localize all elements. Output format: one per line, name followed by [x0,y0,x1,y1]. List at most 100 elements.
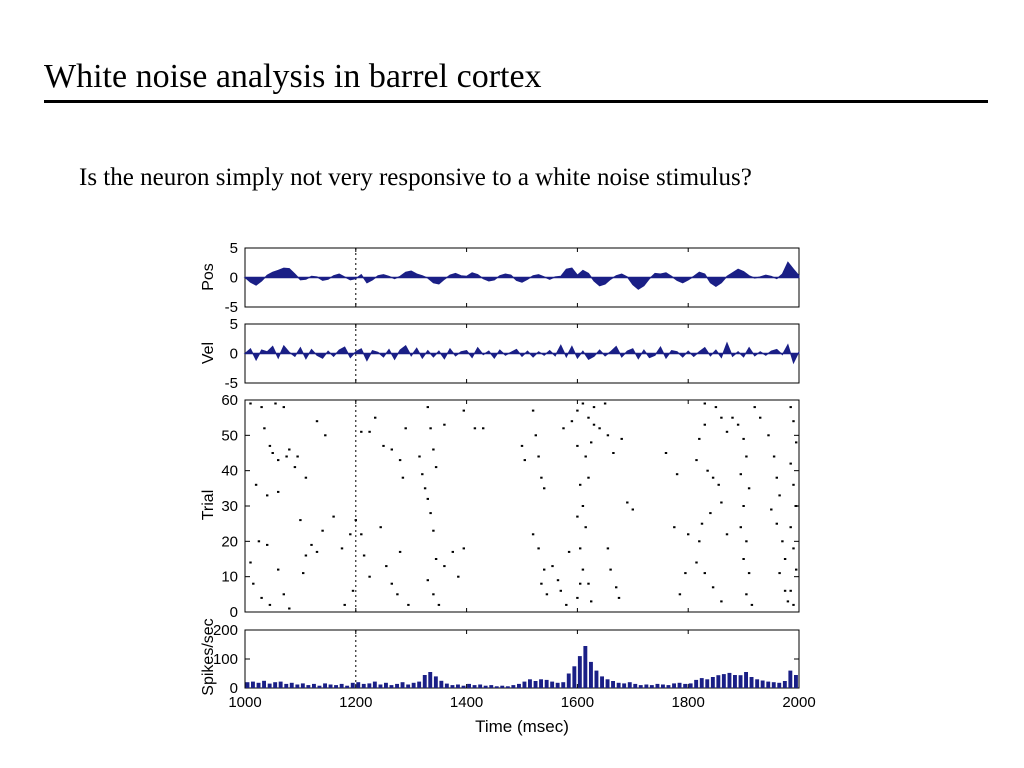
raster-spike [592,406,596,409]
raster-spike [587,476,590,479]
psth-bar [705,679,710,688]
raster-spike [615,586,618,589]
raster-spike [720,416,723,419]
raster-spike [703,572,706,575]
psth-bar [461,685,466,688]
psth-bar [616,682,621,688]
raster-spike [332,515,335,518]
psth-bar [733,675,737,688]
panel-vel-ytick-label: 5 [230,316,238,333]
panel-pos-ytick-label: -5 [225,299,238,316]
psth-bar [655,683,660,688]
raster-spike [282,593,285,596]
psth-bar [472,685,477,688]
raster-spike [783,589,787,592]
psth-bar [771,682,776,688]
raster-spike [551,565,554,568]
raster-spike [268,603,272,606]
psth-bar [605,679,610,688]
raster-spike [401,476,405,479]
raster-spike [720,501,723,504]
raster-spike [299,519,302,522]
psth-bar [334,685,338,688]
psth-bar [683,683,688,688]
panel-vel-ylabel: Vel [200,342,217,364]
panel-pos-area [243,261,800,290]
raster-spike [418,455,421,458]
raster-spike [717,483,720,486]
psth-bar [555,682,560,688]
psth-bar [583,646,588,688]
raster-spike [324,434,327,437]
raster-spike [775,522,778,525]
raster-spike [545,593,549,596]
raster-spike [753,406,756,409]
psth-bar [766,681,771,688]
psth-bar [649,685,654,688]
raster-spike [592,423,596,426]
psth-bar [782,681,787,688]
raster-spike [742,558,745,560]
raster-spike [792,420,795,423]
psth-bar [522,681,527,688]
psth-bar [306,685,311,688]
raster-spike [293,466,297,469]
raster-spike [432,529,435,532]
psth-bar [511,685,516,688]
raster-spike [537,547,540,550]
slide-title: White noise analysis in barrel cortex [44,58,542,95]
psth-bar [505,686,510,688]
raster-spike [759,416,762,419]
raster-spike [570,420,574,423]
raster-spike [576,515,579,518]
raster-spike [603,402,607,405]
psth-bar [406,684,411,688]
psth-bar [378,684,383,688]
panel-trial-ytick-label: 30 [221,498,238,515]
psth-bar [517,683,521,688]
raster-spike [304,554,308,557]
psth-bar [738,675,743,688]
raster-spike [390,582,393,585]
raster-spike [700,522,704,525]
raster-spike [698,540,701,543]
psth-bar [755,679,760,688]
raster-spike [263,427,266,430]
raster-spike [745,593,748,596]
raster-spike [579,582,582,585]
psth-bar [289,682,294,688]
raster-spike [725,533,729,536]
raster-spike [792,547,795,550]
raster-spike [368,430,371,433]
raster-spike [540,582,543,585]
psth-bar [312,683,316,688]
raster-spike [360,430,363,433]
raster-spike [421,473,424,476]
raster-spike [254,483,258,486]
raster-spike [684,572,687,575]
psth-bar [777,682,782,688]
psth-bar [744,672,748,688]
panel-trial-ytick-label: 0 [230,604,238,621]
psth-bar [627,682,632,688]
raster-spike [711,476,715,479]
raster-spike [559,589,562,592]
panel-pos-ytick-label: 5 [230,240,238,257]
raster-spike [531,533,535,536]
raster-spike [725,430,729,433]
raster-spike [432,448,435,451]
psth-bar [666,685,671,688]
raster-spike [302,572,305,575]
raster-spike [711,586,715,589]
raster-spike [534,434,537,437]
raster-spike [443,423,446,426]
raster-spike [360,533,363,536]
psth-bar [539,679,543,688]
psth-bar [400,682,405,688]
raster-spike [462,547,465,550]
psth-bar [367,683,372,688]
raster-spike [310,543,313,546]
raster-spike [576,444,579,447]
panel-vel-ytick-label: 0 [230,346,238,363]
raster-spike [695,459,698,462]
